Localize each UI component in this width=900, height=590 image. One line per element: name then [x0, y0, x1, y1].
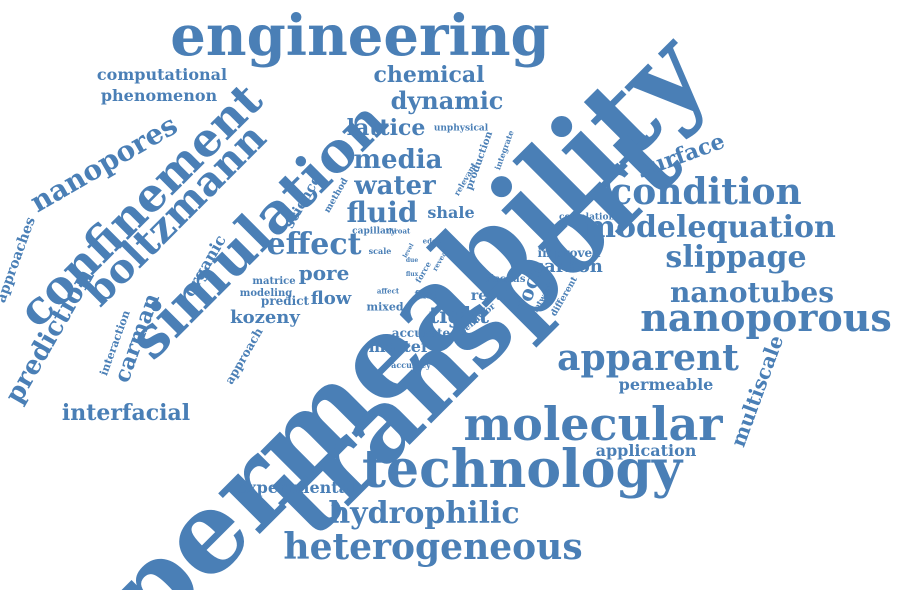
- word-affect: affect: [376, 286, 400, 296]
- word-accuracy: accuracy: [391, 360, 431, 370]
- word-flux: flux: [405, 271, 419, 278]
- word-carbon: carbon: [533, 256, 603, 277]
- word-modelequation: modelequation: [584, 210, 836, 245]
- word-dynamic: dynamic: [390, 86, 504, 115]
- word-slippage: slippage: [665, 240, 807, 275]
- word-modeling: modeling: [239, 288, 293, 299]
- word-technology: technology: [361, 439, 683, 500]
- word-flow: flow: [310, 288, 352, 309]
- word-correlation: correlation: [558, 212, 616, 223]
- word-kozeny: kozeny: [230, 307, 300, 328]
- word-pore: pore: [298, 261, 350, 285]
- word-unphysical: unphysical: [433, 123, 489, 134]
- word-experimental: experimental: [236, 478, 356, 497]
- word-matrice: matrice: [252, 276, 296, 287]
- word-water: water: [354, 171, 436, 201]
- word-due: due: [405, 257, 419, 264]
- word-tight: tight: [428, 303, 490, 329]
- word-edge: edge: [422, 236, 442, 246]
- word-interfacial: interfacial: [61, 400, 191, 426]
- word-chemical: chemical: [373, 62, 485, 88]
- word-media: media: [353, 145, 443, 175]
- word-permeable: permeable: [618, 375, 714, 394]
- word-fluid: fluid: [346, 196, 418, 229]
- word-improved: improved: [537, 246, 601, 260]
- word-capillary: capillary: [352, 226, 396, 237]
- word-effect: effect: [266, 227, 362, 262]
- word-result: result: [470, 288, 518, 304]
- word-fast: fast: [414, 288, 438, 302]
- word-accurate: accurate: [391, 326, 451, 340]
- word-engineering: engineering: [170, 3, 550, 69]
- word-matter: matter: [368, 337, 430, 356]
- word-application: application: [595, 441, 697, 460]
- word-nanoporous: nanoporous: [640, 295, 892, 340]
- word-phenomenon: phenomenon: [100, 86, 218, 105]
- word-apparent: apparent: [557, 337, 739, 379]
- word-heterogeneous: heterogeneous: [283, 526, 583, 568]
- word-approach: approach: [222, 325, 266, 387]
- word-nanotubes: nanotubes: [670, 276, 834, 309]
- word-viscous: viscous: [484, 274, 526, 285]
- word-computational: computational: [96, 65, 228, 84]
- word-molecular: molecular: [463, 397, 723, 451]
- word-throat: throat: [385, 226, 411, 236]
- word-condition: condition: [610, 171, 802, 213]
- word-lattice: lattice: [346, 115, 426, 141]
- word-hydrophilic: hydrophilic: [328, 496, 520, 531]
- word-mixed: mixed: [366, 300, 404, 314]
- word-predict: predict: [260, 294, 310, 308]
- word-scale: scale: [368, 246, 392, 256]
- word-shale: shale: [427, 203, 475, 222]
